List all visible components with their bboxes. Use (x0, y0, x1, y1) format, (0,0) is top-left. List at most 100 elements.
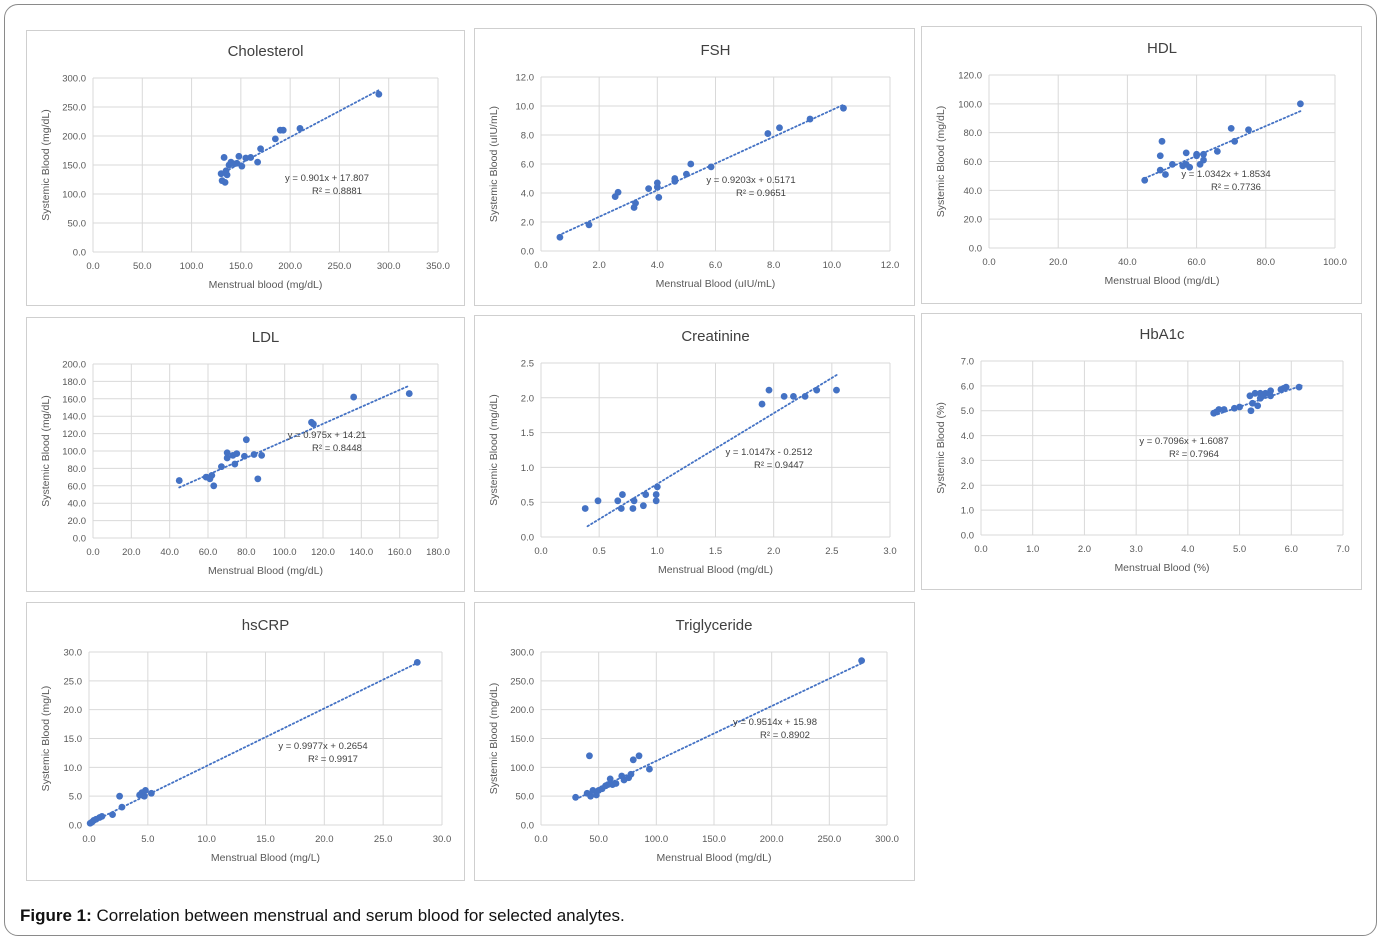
chart-title: Creatinine (681, 328, 749, 345)
data-point (250, 451, 258, 458)
data-point (858, 657, 866, 665)
figure-caption-label: Figure 1: (20, 906, 92, 925)
x-tick-label: 0.0 (982, 257, 995, 268)
x-tick-label: 8.0 (767, 260, 780, 271)
y-tick-label: 8.0 (521, 131, 534, 142)
data-point (1295, 383, 1303, 391)
y-tick-label: 20.0 (964, 215, 983, 226)
data-point (238, 162, 246, 170)
x-tick-label: 2.0 (1078, 544, 1091, 555)
x-tick-label: 160.0 (388, 547, 412, 558)
data-point (116, 792, 123, 800)
x-tick-label: 6.0 (709, 260, 722, 271)
data-point (109, 811, 116, 819)
data-point (833, 386, 840, 394)
y-tick-label: 60.0 (68, 481, 87, 492)
data-point (254, 475, 262, 483)
data-point (208, 471, 216, 479)
data-point (223, 449, 231, 457)
y-tick-label: 20.0 (64, 705, 83, 716)
data-point (587, 792, 594, 800)
x-tick-label: 1.0 (1026, 544, 1039, 555)
data-point (645, 185, 653, 193)
y-tick-label: 0.0 (73, 534, 86, 545)
data-point (233, 450, 241, 458)
trendline-equation: y = 0.9514x + 15.98 (733, 717, 817, 728)
data-point (1156, 152, 1164, 160)
data-point (813, 386, 821, 394)
data-point (231, 460, 239, 468)
x-tick-label: 200.0 (760, 834, 784, 845)
data-point (271, 135, 279, 143)
data-point (639, 502, 647, 510)
data-point (1267, 392, 1274, 400)
y-tick-label: 40.0 (964, 186, 983, 197)
figure-frame (4, 4, 1377, 936)
y-tick-label: 20.0 (68, 516, 87, 527)
data-point (1156, 166, 1164, 174)
y-tick-label: 250.0 (510, 676, 534, 687)
data-point (1182, 149, 1190, 157)
data-point (617, 505, 625, 512)
y-tick-label: 0.0 (969, 244, 982, 255)
data-point (594, 497, 602, 505)
data-point (652, 491, 660, 498)
y-axis-label: Systemic Blood (mg/L) (40, 686, 52, 792)
x-axis-label: Menstrual Blood (mg/dL) (1105, 275, 1220, 287)
data-point (257, 145, 264, 153)
x-tick-label: 1.0 (651, 546, 664, 557)
y-tick-label: 2.0 (521, 393, 534, 404)
chart-title: FSH (701, 42, 731, 59)
y-tick-label: 15.0 (64, 734, 83, 745)
trendline (88, 661, 420, 825)
data-point (258, 451, 266, 459)
y-tick-label: 80.0 (964, 128, 983, 139)
x-tick-label: 20.0 (1049, 257, 1068, 268)
data-point (632, 199, 639, 207)
data-point (629, 756, 637, 764)
data-point (572, 793, 579, 801)
chart-panel-hscrp: hsCRP 0.0 5.0 10.0 15.0 20.0 25.0 30.0 0.0 5.0 10.… (26, 602, 465, 881)
trendline (557, 103, 845, 237)
chart-title: Cholesterol (228, 43, 304, 60)
data-point (235, 152, 243, 160)
data-point (635, 752, 643, 760)
y-tick-label: 1.0 (521, 463, 534, 474)
x-axis-label: Menstrual Blood (uIU/mL) (656, 278, 776, 290)
chart-panel-cholesterol: Cholesterol 0.0 50.0 100.0 150.0 200.0 250.0 30… (26, 30, 465, 306)
y-tick-label: 2.0 (961, 481, 974, 492)
chart-panel-triglyceride: Triglyceride 0.0 50.0 100.0 150.0 200.0 250.0 3… (474, 602, 915, 881)
data-point (687, 160, 695, 168)
x-tick-label: 60.0 (199, 547, 218, 558)
y-axis-label: Systemic Blood (mg/dL) (488, 683, 500, 794)
y-tick-label: 5.0 (69, 792, 82, 803)
y-tick-label: 0.5 (521, 498, 534, 509)
data-point (247, 154, 255, 161)
x-tick-label: 0.0 (82, 834, 95, 845)
trendline (1212, 384, 1303, 417)
data-point (619, 491, 626, 498)
y-axis-label: Systemic Blood (%) (935, 402, 947, 494)
trendline-equation: y = 0.9203x + 0.5171 (706, 175, 795, 186)
chart-panel-ldl: LDL 0.0 20.0 40.0 60.0 80.0 100.0 120.0 140.0 160… (26, 317, 465, 592)
x-tick-label: 150.0 (702, 834, 726, 845)
data-point (585, 221, 593, 229)
data-point (1297, 100, 1304, 108)
data-point (242, 154, 250, 162)
x-tick-label: 5.0 (1233, 544, 1246, 555)
data-point (671, 178, 679, 185)
data-point (223, 454, 231, 462)
data-point (210, 482, 218, 490)
x-tick-label: 0.0 (534, 260, 547, 271)
data-point (118, 803, 126, 811)
y-axis-label: Systemic Blood (mg/dL) (40, 109, 52, 220)
y-tick-label: 0.0 (521, 247, 534, 258)
r-squared-label: R² = 0.9651 (736, 188, 786, 199)
data-point (254, 158, 262, 166)
y-tick-label: 100.0 (958, 99, 982, 110)
trendline (1143, 110, 1302, 180)
data-point (1267, 387, 1274, 395)
data-point (1251, 389, 1259, 397)
data-point (764, 130, 772, 137)
x-tick-label: 40.0 (1118, 257, 1137, 268)
